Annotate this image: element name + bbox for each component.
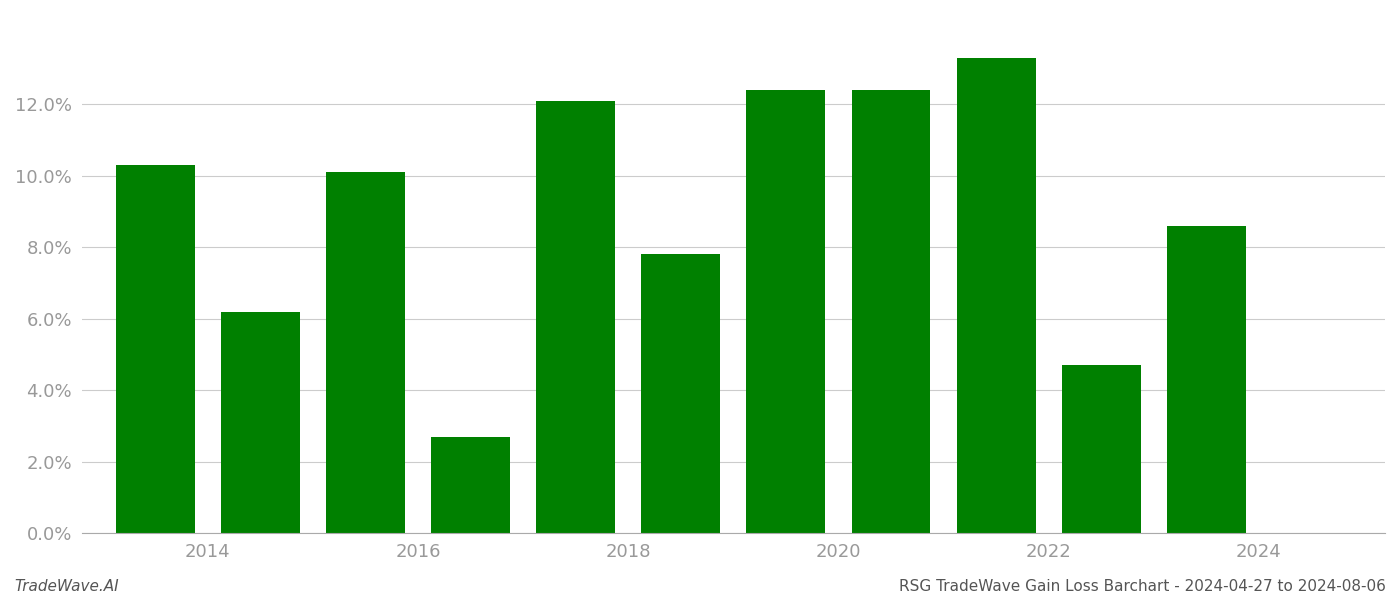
Bar [431, 437, 510, 533]
Bar [956, 58, 1036, 533]
Text: TradeWave.AI: TradeWave.AI [14, 579, 119, 594]
Bar [641, 254, 720, 533]
Bar [1061, 365, 1141, 533]
Bar [746, 90, 826, 533]
Bar [326, 172, 405, 533]
Bar [1168, 226, 1246, 533]
Bar [116, 165, 195, 533]
Bar [221, 311, 300, 533]
Bar [851, 90, 931, 533]
Bar [536, 101, 615, 533]
Text: RSG TradeWave Gain Loss Barchart - 2024-04-27 to 2024-08-06: RSG TradeWave Gain Loss Barchart - 2024-… [899, 579, 1386, 594]
